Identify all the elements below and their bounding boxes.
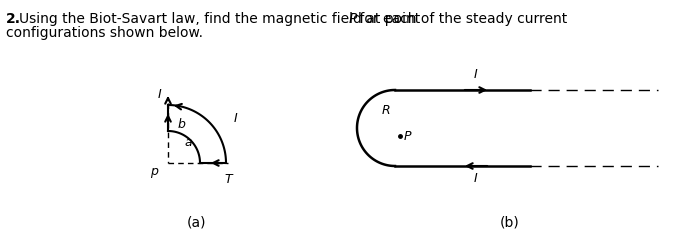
Text: 2.: 2. [6,12,21,26]
Text: I: I [474,68,478,81]
Text: for each of the steady current: for each of the steady current [355,12,567,26]
Text: p: p [150,165,158,178]
Text: b: b [178,119,186,131]
Text: P: P [404,130,412,143]
Text: a: a [184,137,192,149]
Text: I: I [474,172,478,185]
Text: T: T [224,173,232,186]
Text: I: I [234,112,238,125]
Text: R: R [381,104,390,117]
Text: I: I [158,88,162,101]
Text: P: P [349,12,357,26]
Text: configurations shown below.: configurations shown below. [6,26,203,40]
Text: (b): (b) [500,215,520,229]
Text: Using the Biot-Savart law, find the magnetic field at point: Using the Biot-Savart law, find the magn… [19,12,424,26]
Text: (a): (a) [186,215,205,229]
